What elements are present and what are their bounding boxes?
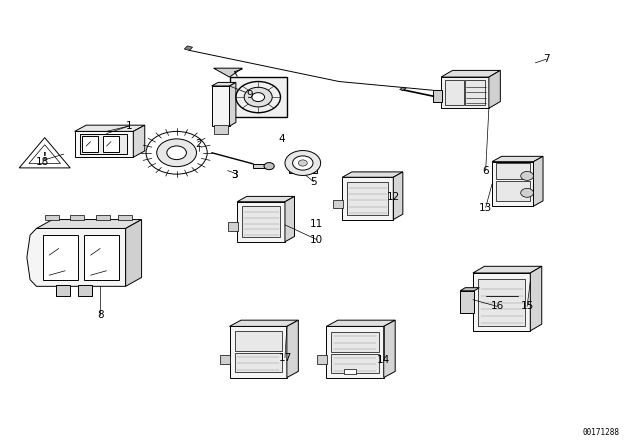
Text: 7: 7: [543, 54, 550, 64]
Circle shape: [292, 156, 313, 170]
Text: 14: 14: [377, 355, 390, 365]
Text: 4: 4: [278, 134, 285, 144]
Polygon shape: [230, 320, 298, 327]
Circle shape: [244, 87, 272, 107]
Circle shape: [167, 146, 186, 159]
Bar: [80, 134, 127, 154]
Bar: [118, 215, 132, 220]
Bar: [492, 162, 534, 206]
Text: 2: 2: [196, 139, 202, 149]
Bar: [45, 215, 59, 220]
Bar: [243, 206, 280, 237]
Bar: [212, 86, 230, 126]
Polygon shape: [460, 288, 479, 291]
Polygon shape: [489, 70, 500, 108]
Circle shape: [252, 93, 264, 102]
Text: 10: 10: [310, 235, 323, 245]
Bar: [441, 77, 489, 108]
Text: 15: 15: [520, 302, 534, 311]
Bar: [70, 215, 84, 220]
Bar: [342, 177, 394, 220]
Polygon shape: [285, 196, 294, 242]
Bar: [230, 327, 287, 378]
Bar: [496, 181, 530, 201]
Bar: [460, 291, 474, 313]
Circle shape: [157, 139, 196, 167]
Bar: [478, 279, 525, 326]
Text: !: !: [43, 152, 47, 161]
Text: 17: 17: [278, 353, 292, 362]
Polygon shape: [326, 320, 395, 327]
Polygon shape: [237, 196, 294, 202]
Bar: [235, 332, 282, 351]
Circle shape: [285, 151, 321, 176]
Polygon shape: [36, 220, 141, 228]
Bar: [43, 235, 78, 280]
Text: 3: 3: [230, 170, 237, 180]
Polygon shape: [27, 228, 125, 286]
Circle shape: [298, 160, 307, 166]
Bar: [84, 235, 119, 280]
Bar: [228, 222, 238, 231]
Bar: [235, 353, 282, 372]
Bar: [230, 77, 287, 117]
Polygon shape: [75, 125, 145, 131]
Polygon shape: [287, 320, 298, 378]
Polygon shape: [133, 125, 145, 157]
Text: 3: 3: [230, 170, 237, 180]
Bar: [465, 80, 485, 105]
Text: 9: 9: [246, 90, 253, 100]
Circle shape: [521, 172, 534, 181]
Text: 18: 18: [36, 157, 49, 167]
Bar: [348, 182, 388, 215]
Bar: [433, 90, 442, 102]
Polygon shape: [125, 220, 141, 286]
Bar: [344, 369, 356, 374]
Circle shape: [264, 163, 275, 170]
Text: 00171288: 00171288: [582, 428, 620, 437]
Text: 16: 16: [490, 302, 504, 311]
Polygon shape: [214, 68, 243, 77]
Polygon shape: [394, 172, 403, 220]
Text: 12: 12: [387, 192, 400, 202]
Bar: [326, 327, 384, 378]
Polygon shape: [399, 87, 406, 90]
Polygon shape: [342, 172, 403, 177]
Bar: [253, 164, 266, 168]
Bar: [56, 285, 70, 296]
Polygon shape: [492, 156, 543, 162]
Text: 6: 6: [483, 166, 489, 176]
Bar: [237, 202, 285, 242]
Text: 13: 13: [479, 203, 492, 213]
Bar: [473, 273, 531, 331]
Circle shape: [521, 188, 534, 197]
Bar: [332, 332, 379, 352]
Text: 11: 11: [310, 219, 323, 229]
Polygon shape: [441, 70, 500, 77]
Bar: [445, 80, 464, 105]
Polygon shape: [531, 266, 541, 331]
Polygon shape: [184, 46, 193, 50]
Polygon shape: [212, 82, 236, 86]
Polygon shape: [534, 156, 543, 206]
Bar: [214, 125, 228, 134]
Text: 1: 1: [125, 121, 132, 131]
Polygon shape: [473, 266, 541, 273]
Text: 5: 5: [310, 177, 317, 187]
Bar: [83, 136, 99, 152]
Bar: [102, 136, 118, 152]
Text: 8: 8: [97, 310, 104, 320]
Polygon shape: [384, 320, 395, 378]
Bar: [317, 355, 327, 364]
Bar: [220, 355, 230, 364]
Bar: [333, 199, 343, 208]
Bar: [78, 285, 92, 296]
Bar: [289, 165, 317, 173]
Bar: [96, 215, 109, 220]
Bar: [332, 353, 379, 373]
Bar: [496, 163, 530, 180]
Bar: [75, 131, 133, 157]
Polygon shape: [230, 82, 236, 126]
